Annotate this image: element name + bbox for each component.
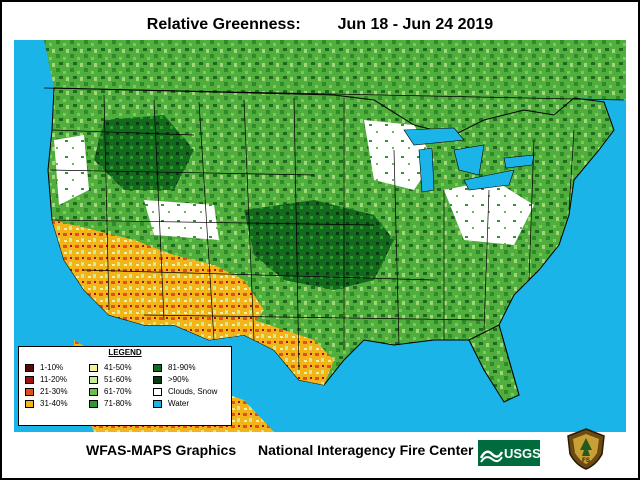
legend-item: 61-70%: [89, 386, 132, 398]
forest-service-shield-icon: FS: [566, 428, 606, 470]
legend-item: Clouds, Snow: [153, 386, 217, 398]
cloud-area-west: [54, 135, 89, 205]
legend-swatch: [153, 388, 162, 396]
legend-column-3: 81-90% >90% Clouds, Snow Water: [153, 362, 217, 410]
legend-item: 81-90%: [153, 362, 217, 374]
title-label: Relative Greenness:: [146, 16, 301, 33]
legend-swatch: [89, 376, 98, 384]
canada-land: [14, 40, 626, 135]
footer-center-text: National Interagency Fire Center: [258, 442, 474, 458]
legend-item: 51-60%: [89, 374, 132, 386]
legend-item: 71-80%: [89, 398, 132, 410]
usgs-logo: USGS: [478, 440, 541, 466]
cloud-area-rockies: [144, 200, 219, 240]
footer-left-text: WFAS-MAPS Graphics: [86, 442, 237, 458]
map-title: Relative Greenness: Jun 18 - Jun 24 2019: [0, 16, 640, 34]
legend-swatch: [89, 364, 98, 372]
fs-logo-text: FS: [582, 458, 590, 464]
legend-swatch: [153, 364, 162, 372]
legend-item: 1-10%: [25, 362, 68, 374]
usgs-logo-text: USGS: [504, 446, 540, 461]
legend-item: >90%: [153, 374, 217, 386]
legend-swatch: [89, 400, 98, 408]
lake-huron: [453, 144, 485, 176]
legend-item: 21-30%: [25, 386, 68, 398]
lake-erie: [463, 169, 515, 191]
dry-southwest: [52, 220, 264, 340]
lake-superior: [403, 127, 465, 146]
legend-item: 31-40%: [25, 398, 68, 410]
cloud-area-ohio-valley: [444, 180, 534, 245]
legend-column-1: 1-10% 11-20% 21-30% 31-40%: [25, 362, 68, 410]
florida: [468, 324, 520, 403]
legend-swatch: [25, 364, 34, 372]
title-dates: Jun 18 - Jun 24 2019: [337, 16, 494, 33]
legend-item: 11-20%: [25, 374, 68, 386]
legend: LEGEND 1-10% 11-20% 21-30% 31-40% 41-50%…: [18, 346, 232, 426]
legend-swatch: [153, 400, 162, 408]
state-boundaries: [43, 87, 625, 371]
legend-swatch: [25, 400, 34, 408]
legend-swatch: [89, 388, 98, 396]
legend-item: 41-50%: [89, 362, 132, 374]
legend-swatch: [25, 376, 34, 384]
legend-item: Water: [153, 398, 217, 410]
lake-michigan: [418, 147, 435, 193]
legend-column-2: 41-50% 51-60% 61-70% 71-80%: [89, 362, 132, 410]
dry-texas: [209, 320, 334, 385]
legend-swatch: [25, 388, 34, 396]
legend-title: LEGEND: [108, 348, 142, 357]
dense-vegetation-plains: [244, 200, 394, 290]
legend-swatch: [153, 376, 162, 384]
lake-ontario: [503, 154, 535, 169]
